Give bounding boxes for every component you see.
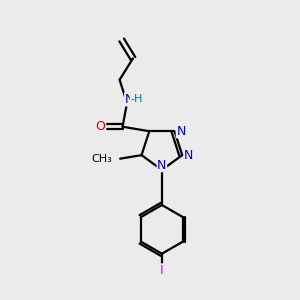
Text: N: N [176, 125, 186, 138]
Text: N: N [125, 93, 134, 106]
Text: -H: -H [130, 94, 143, 104]
Text: N: N [184, 148, 194, 162]
Text: O: O [96, 120, 106, 133]
Text: CH₃: CH₃ [91, 154, 112, 164]
Text: N: N [157, 159, 167, 172]
Text: I: I [160, 264, 164, 277]
